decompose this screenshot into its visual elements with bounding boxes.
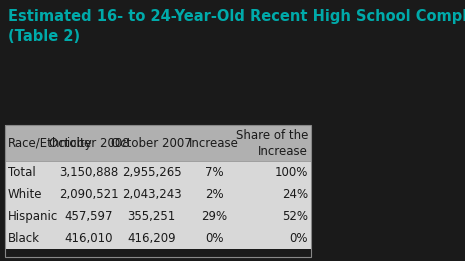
FancyBboxPatch shape [5,183,311,205]
Text: Black: Black [7,232,40,245]
Text: 24%: 24% [282,188,308,201]
Text: White: White [7,188,42,201]
FancyBboxPatch shape [5,162,311,183]
Text: 2%: 2% [205,188,224,201]
Text: Increase: Increase [189,137,239,150]
Text: Estimated 16- to 24-Year-Old Recent High School Completers
(Table 2): Estimated 16- to 24-Year-Old Recent High… [7,9,465,44]
Text: 2,090,521: 2,090,521 [59,188,119,201]
Text: October 2007: October 2007 [111,137,192,150]
Text: Race/Ethnicity: Race/Ethnicity [7,137,93,150]
Text: 7%: 7% [205,166,224,179]
Text: 0%: 0% [205,232,224,245]
Text: October 2008: October 2008 [49,137,129,150]
FancyBboxPatch shape [5,125,311,162]
Text: Hispanic: Hispanic [7,210,58,223]
Text: 3,150,888: 3,150,888 [60,166,119,179]
Text: 100%: 100% [275,166,308,179]
FancyBboxPatch shape [5,205,311,227]
Text: 29%: 29% [201,210,227,223]
Text: 52%: 52% [282,210,308,223]
Text: 416,209: 416,209 [127,232,176,245]
Text: 416,010: 416,010 [65,232,113,245]
Text: 457,597: 457,597 [65,210,113,223]
FancyBboxPatch shape [5,227,311,249]
Text: Share of the
Increase: Share of the Increase [236,129,308,158]
Text: Total: Total [7,166,35,179]
Text: 2,955,265: 2,955,265 [122,166,181,179]
Text: 2,043,243: 2,043,243 [122,188,181,201]
Text: 355,251: 355,251 [127,210,176,223]
Text: 0%: 0% [290,232,308,245]
